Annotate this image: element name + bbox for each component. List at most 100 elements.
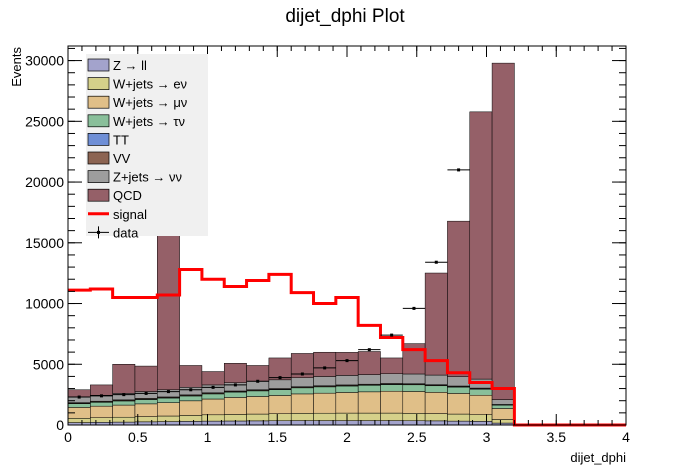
stack-series-7 <box>67 62 515 400</box>
stack-bar <box>313 376 337 387</box>
legend-swatch <box>87 188 110 202</box>
stack-bar <box>179 415 203 422</box>
stack-bar <box>201 398 225 416</box>
legend-label: VV <box>113 151 131 166</box>
legend-item: data <box>88 225 139 240</box>
stack-bar <box>268 389 292 396</box>
data-point <box>68 395 91 399</box>
stack-bar <box>335 392 359 414</box>
stack-bar <box>134 416 158 423</box>
stack-bar <box>223 391 247 398</box>
stack-bar <box>491 408 515 420</box>
stack-bar <box>335 375 359 386</box>
legend-swatch <box>87 170 110 183</box>
stack-bar <box>268 420 292 426</box>
legend-swatch <box>87 151 110 165</box>
stack-bar <box>290 377 314 387</box>
data-point <box>380 333 403 337</box>
x-tick-label: 2 <box>343 429 351 445</box>
stack-bar <box>447 393 471 415</box>
stack-bar <box>246 390 270 397</box>
stack-bar <box>380 384 404 392</box>
stack-bar <box>469 394 493 415</box>
y-tick-label: 20000 <box>25 174 64 190</box>
legend-swatch <box>87 114 110 128</box>
stack-bar <box>179 400 203 416</box>
legend-item: signal <box>88 207 147 222</box>
legend: Z → ll W+jets → eν W+jets → μν W+jets → τν T… <box>86 54 208 240</box>
stack-bar <box>424 385 448 393</box>
stack-bar <box>112 400 136 406</box>
legend-label: W+jets → τν <box>113 114 185 129</box>
stack-bar <box>157 415 180 422</box>
stack-bar <box>179 421 203 426</box>
stack-bar <box>402 391 426 414</box>
stack-bar <box>402 343 426 375</box>
data-point-marker <box>189 388 193 392</box>
data-point-marker <box>390 333 394 337</box>
stack-bar <box>313 412 337 421</box>
stack-bar <box>246 420 270 426</box>
x-tick-label: 1.5 <box>268 429 288 445</box>
data-point <box>402 306 426 310</box>
signal-histogram <box>68 268 626 427</box>
stack-bar <box>223 397 247 415</box>
data-point-marker <box>233 383 237 387</box>
x-tick-label: 1 <box>204 429 212 445</box>
x-tick-label: 4 <box>622 429 630 445</box>
data-point <box>157 390 180 394</box>
stack-bar <box>268 395 292 414</box>
x-tick-label: 3.5 <box>547 429 567 445</box>
data-point-marker <box>211 385 215 389</box>
stack-bar <box>335 352 359 376</box>
data-point <box>112 393 135 397</box>
stack-bar <box>357 391 381 414</box>
stack-bar <box>157 397 180 403</box>
stack-bar <box>201 414 225 422</box>
stack-bar <box>290 420 314 426</box>
stack-bar <box>357 351 381 375</box>
stack-bar <box>313 392 337 414</box>
stack-bar <box>134 399 158 405</box>
stack-bar <box>157 402 180 417</box>
legend-label: W+jets → μν <box>113 95 187 110</box>
stack-bar <box>402 413 426 421</box>
stacked-histogram <box>67 62 515 426</box>
x-tick-label: 3 <box>483 429 491 445</box>
data-point-marker <box>434 260 438 264</box>
stack-bar <box>246 396 270 415</box>
stack-bar <box>357 385 381 393</box>
stack-bar <box>380 357 404 374</box>
stack-bar <box>491 399 515 405</box>
y-tick-label: 15000 <box>25 235 64 251</box>
legend-label: data <box>113 225 139 240</box>
stack-bar <box>134 403 158 417</box>
legend-swatch-marker <box>97 230 100 234</box>
legend-label: W+jets → eν <box>113 77 187 92</box>
stack-bar <box>179 365 203 388</box>
stack-bar <box>112 364 136 394</box>
data-point-marker <box>323 366 327 370</box>
stack-bar <box>313 386 337 394</box>
legend-item: Z+jets → νν <box>87 170 182 185</box>
stack-bar <box>491 404 515 409</box>
legend-label: QCD <box>113 188 142 203</box>
stack-bar <box>447 220 471 377</box>
stack-bar <box>157 421 180 426</box>
data-point <box>246 379 269 383</box>
stack-bar <box>424 420 448 426</box>
stack-bar <box>313 351 337 377</box>
y-axis-label: Events <box>9 47 24 87</box>
legend-item: VV <box>87 151 131 166</box>
stack-bar <box>90 417 113 423</box>
stack-bar <box>290 393 314 414</box>
stack-bar <box>201 420 225 426</box>
stack-bar <box>201 393 225 400</box>
stack-bar <box>447 376 471 387</box>
data-point <box>268 376 292 380</box>
data-point-marker <box>278 376 282 380</box>
stack-bar <box>402 420 426 426</box>
stack-bar <box>290 387 314 395</box>
legend-swatch <box>87 95 110 109</box>
